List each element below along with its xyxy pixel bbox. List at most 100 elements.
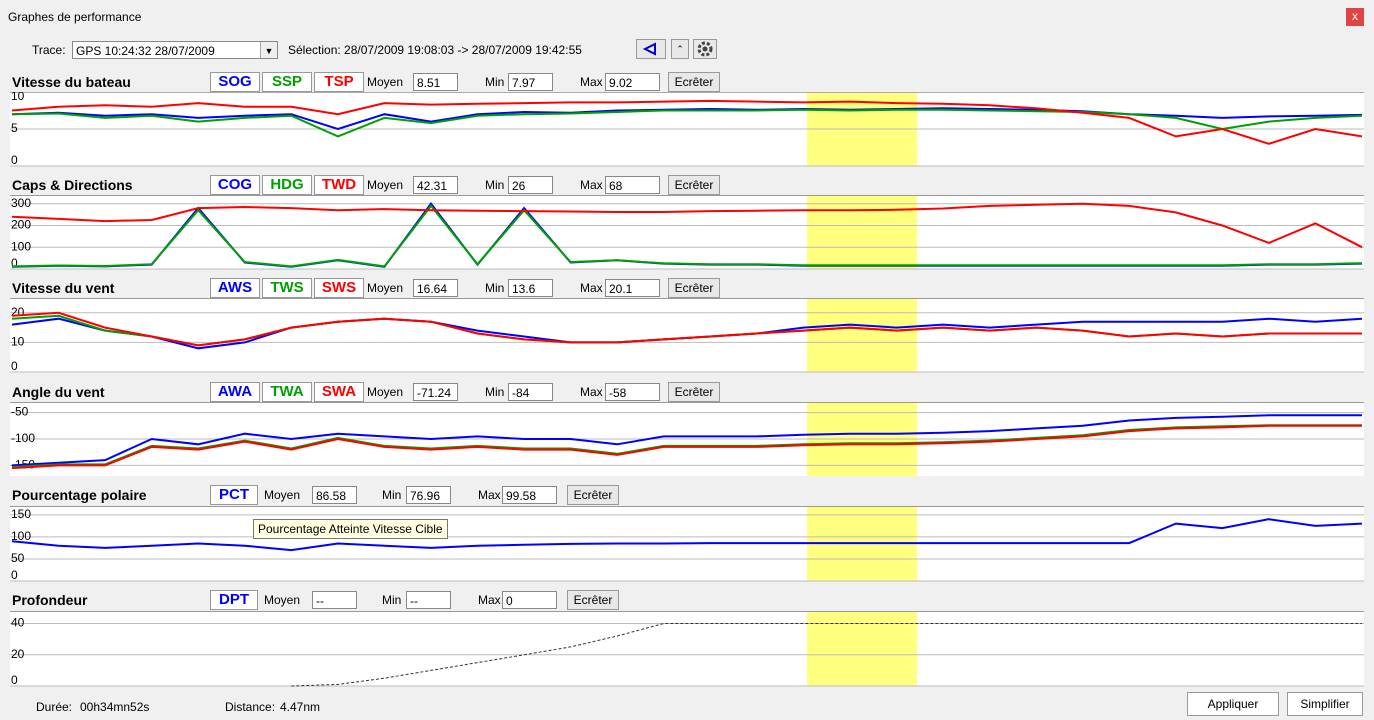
icon [642, 42, 656, 56]
simplify-button[interactable]: Simplifier [1287, 692, 1363, 716]
series-toggle[interactable]: TWD [314, 175, 364, 195]
y-tick-label: 100 [11, 529, 31, 543]
series-toggle[interactable]: TWS [262, 278, 312, 298]
min-value: 7.97 [508, 73, 553, 91]
duration-label: Durée: [36, 700, 73, 714]
mean-label: Moyen [367, 385, 404, 399]
series-line [11, 204, 1363, 268]
clip-button[interactable]: Ecrêter [567, 485, 619, 505]
clip-button[interactable]: Ecrêter [668, 175, 720, 195]
min-value: 76.96 [406, 486, 451, 504]
y-tick-label: 20 [11, 305, 25, 319]
min-label: Min [485, 385, 505, 399]
panel-title: Caps & Directions [12, 177, 133, 193]
zoom-button[interactable] [636, 39, 666, 59]
min-label: Min [382, 488, 402, 502]
min-label: Min [485, 75, 505, 89]
max-value: -58 [605, 383, 660, 401]
mean-label: Moyen [367, 75, 404, 89]
combo-arrow[interactable]: ▼ [260, 42, 277, 58]
series-line [11, 108, 1363, 138]
clip-button[interactable]: Ecrêter [668, 278, 720, 298]
tooltip: Pourcentage Atteinte Vitesse Cible [253, 519, 448, 539]
trace-combobox[interactable]: GPS 10:24:32 28/07/2009 ▼ [72, 41, 278, 59]
y-tick-label: 150 [11, 507, 31, 521]
min-label: Min [485, 281, 505, 295]
series-toggle[interactable]: PCT [210, 485, 258, 505]
series-line [11, 202, 1363, 249]
series-toggle[interactable]: TWA [262, 382, 312, 402]
mean-value: 86.58 [312, 486, 357, 504]
duration-value: 00h34mn52s [80, 700, 150, 714]
trace-label: Trace: [32, 43, 66, 57]
apply-button[interactable]: Appliquer [1187, 692, 1279, 716]
series-line [11, 99, 1363, 145]
selection-band [807, 611, 917, 686]
series-line [11, 414, 1362, 467]
mean-label: Moyen [264, 593, 301, 607]
series-toggle[interactable]: SOG [210, 72, 260, 92]
y-tick-label: -50 [11, 405, 29, 419]
up-button[interactable]: ⌃ [671, 39, 689, 59]
icon [697, 41, 713, 57]
min-value: -- [406, 591, 451, 609]
series-toggle[interactable]: SSP [262, 72, 312, 92]
series-toggle[interactable]: DPT [210, 590, 258, 610]
distance-label: Distance: [225, 700, 276, 714]
y-tick-label: 0 [11, 153, 18, 167]
settings-button[interactable] [693, 39, 717, 59]
series-line [11, 518, 1363, 552]
series-toggle[interactable]: HDG [262, 175, 312, 195]
panel-title: Angle du vent [12, 384, 105, 400]
max-value: 0 [502, 591, 557, 609]
selection-text: Sélection: 28/07/2009 19:08:03 -> 28/07/… [288, 43, 582, 57]
y-tick-label: 0 [11, 568, 18, 582]
close-button[interactable]: x [1346, 8, 1364, 26]
y-tick-label: 40 [11, 616, 25, 630]
trace-value: GPS 10:24:32 28/07/2009 [76, 44, 215, 58]
series-toggle[interactable]: COG [210, 175, 260, 195]
y-tick-label: 5 [11, 121, 18, 135]
mean-label: Moyen [264, 488, 301, 502]
plot: 0 10 20 [10, 298, 1364, 373]
series-line [11, 424, 1362, 468]
y-tick-label: 100 [11, 239, 31, 253]
series-line [291, 623, 1362, 687]
mean-label: Moyen [367, 178, 404, 192]
min-value: 13.6 [508, 279, 553, 297]
plot: 0 5 10 [10, 92, 1364, 167]
max-value: 68 [605, 176, 660, 194]
min-value: 26 [508, 176, 553, 194]
y-tick-label: 0 [11, 673, 18, 687]
y-tick-label: 200 [11, 218, 31, 232]
panel-title: Vitesse du bateau [12, 74, 131, 90]
max-label: Max [580, 75, 603, 89]
y-tick-label: 0 [11, 256, 18, 270]
max-value: 99.58 [502, 486, 557, 504]
panel-title: Pourcentage polaire [12, 487, 147, 503]
series-toggle[interactable]: AWA [210, 382, 260, 402]
y-tick-label: -100 [11, 431, 35, 445]
clip-button[interactable]: Ecrêter [668, 382, 720, 402]
series-toggle[interactable]: TSP [314, 72, 364, 92]
clip-button[interactable]: Ecrêter [668, 72, 720, 92]
mean-value: -- [312, 591, 357, 609]
selection-band [807, 298, 917, 372]
min-label: Min [382, 593, 402, 607]
series-toggle[interactable]: SWS [314, 278, 364, 298]
clip-button[interactable]: Ecrêter [567, 590, 619, 610]
max-label: Max [580, 281, 603, 295]
mean-value: 8.51 [413, 73, 458, 91]
series-toggle[interactable]: SWA [314, 382, 364, 402]
mean-value: 42.31 [413, 176, 458, 194]
plot: -150-100-50 [10, 402, 1364, 476]
mean-value: 16.64 [413, 279, 458, 297]
mean-value: -71.24 [413, 383, 458, 401]
series-toggle[interactable]: AWS [210, 278, 260, 298]
panel-title: Profondeur [12, 592, 88, 608]
y-tick-label: 20 [11, 647, 25, 661]
selection-band [807, 195, 917, 269]
plot-background [10, 195, 1364, 269]
max-value: 20.1 [605, 279, 660, 297]
max-value: 9.02 [605, 73, 660, 91]
